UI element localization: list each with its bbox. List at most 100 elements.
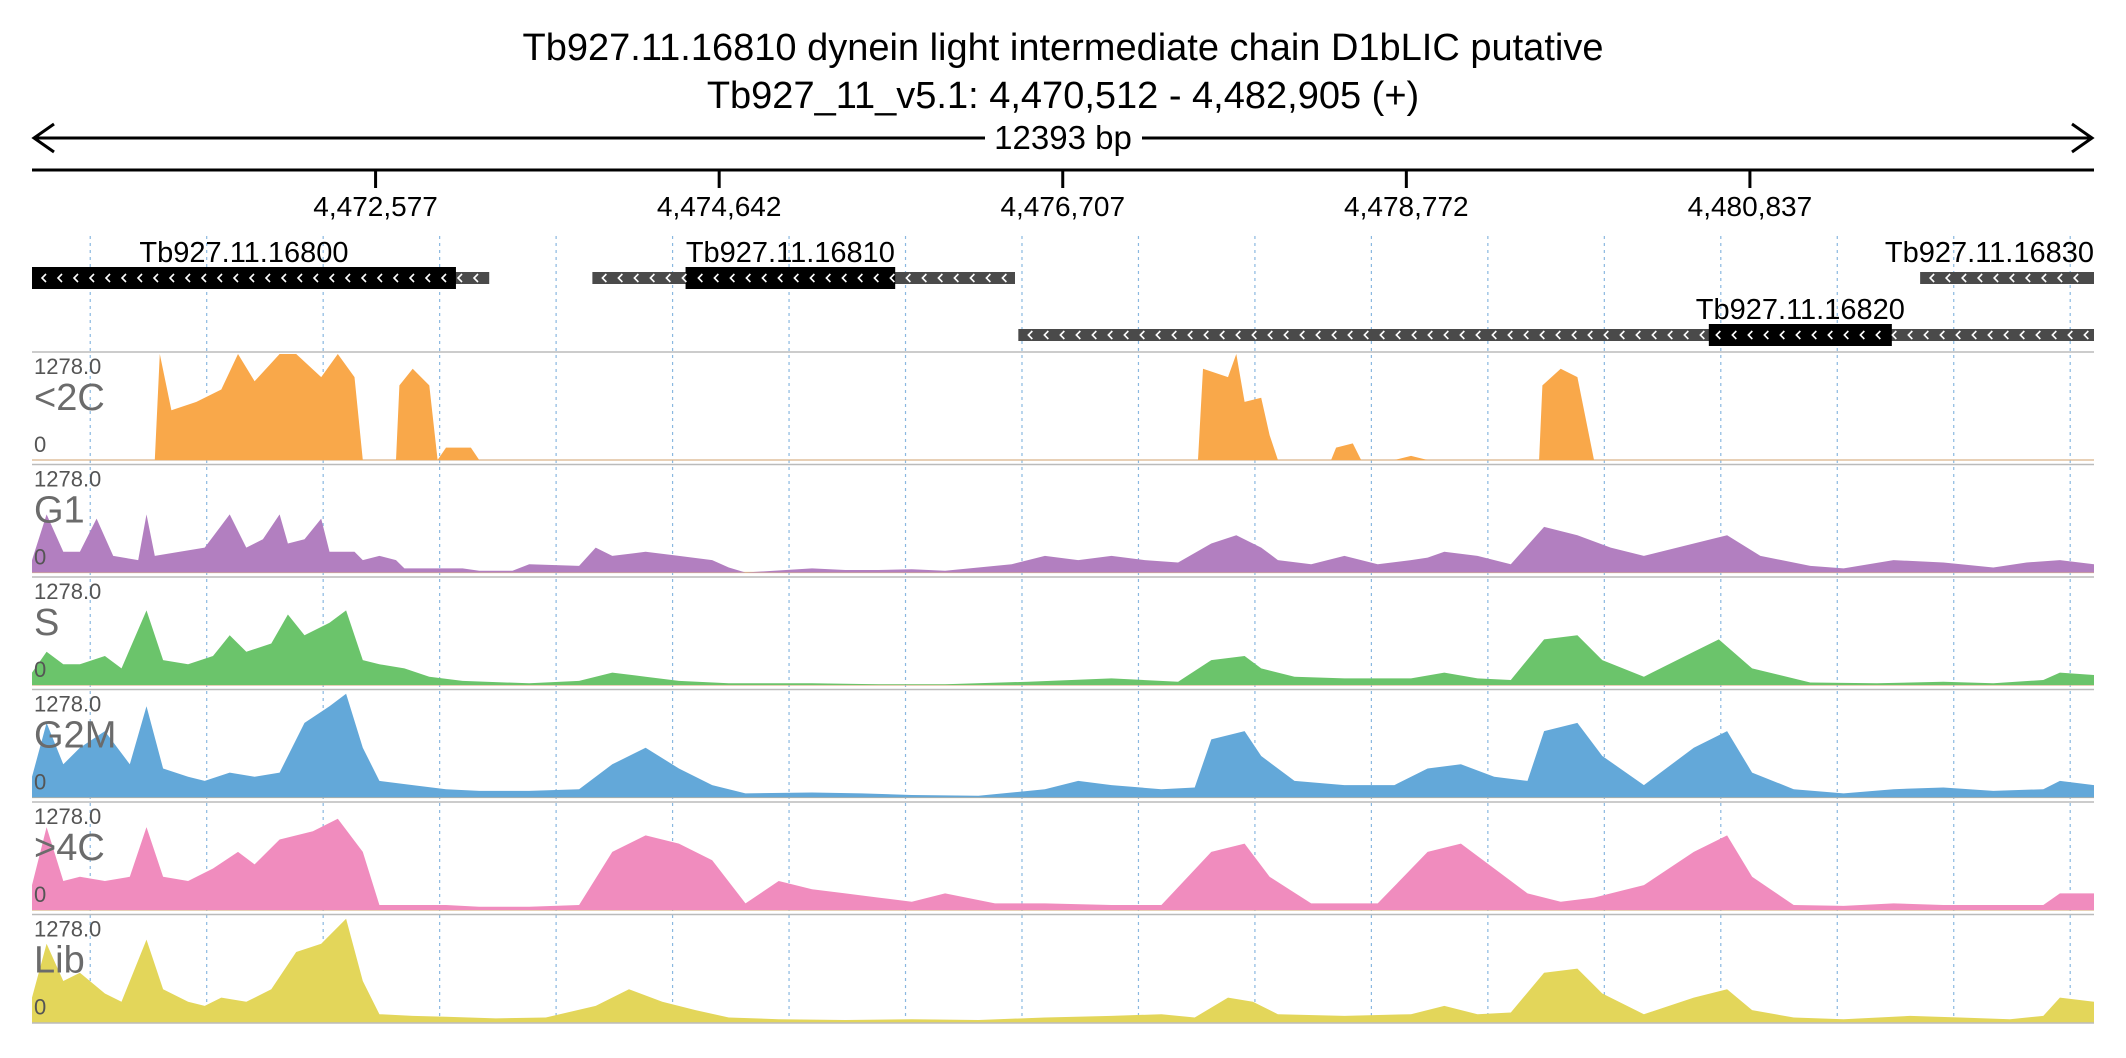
- strand-chevron: [2019, 330, 2025, 340]
- strand-chevron: [280, 273, 287, 283]
- strand-chevron: [617, 273, 623, 283]
- gene-label: Tb927.11.16820: [1696, 294, 1905, 326]
- strand-chevron: [1219, 330, 1225, 340]
- strand-chevron: [937, 273, 943, 283]
- strand-chevron: [793, 273, 799, 283]
- coverage-track: 1278.0<2C 0: [32, 351, 2094, 461]
- strand-chevron: [1987, 330, 1993, 340]
- strand-chevron: [1059, 330, 1065, 340]
- ruler-tick-label: 4,472,577: [313, 191, 438, 222]
- strand-chevron: [1960, 273, 1967, 283]
- strand-chevron: [1667, 330, 1673, 340]
- strand-chevron: [1635, 330, 1641, 340]
- span-arrowhead-right: [2071, 122, 2095, 154]
- track-max-label: 1278.0: [34, 467, 101, 492]
- gene-label: Tb927.11.16810: [686, 237, 895, 269]
- strand-chevron: [1491, 330, 1497, 340]
- gene-feature: Tb927.11.16830: [1885, 237, 2094, 284]
- strand-chevron: [601, 273, 607, 283]
- strand-chevron: [873, 273, 879, 283]
- strand-chevron: [1027, 330, 1033, 340]
- strand-chevron: [1715, 330, 1721, 340]
- strand-chevron: [1795, 330, 1801, 340]
- coverage-tracks: 1278.0<2C01278.0G101278.0S01278.0G2M0127…: [32, 351, 2094, 1024]
- strand-chevron: [1075, 330, 1081, 340]
- strand-chevron: [1731, 330, 1737, 340]
- track-min-label: 0: [34, 432, 46, 457]
- strand-chevron: [1379, 330, 1385, 340]
- track-max-label: 1278.0: [34, 354, 101, 379]
- chart-title: Tb927.11.16810 dynein light intermediate…: [522, 27, 1604, 69]
- strand-chevron: [1475, 330, 1481, 340]
- strand-chevron: [264, 273, 271, 283]
- strand-chevron: [1811, 330, 1817, 340]
- strand-chevron: [72, 273, 79, 283]
- strand-chevron: [1992, 273, 1999, 283]
- coverage-track: 1278.0S 0: [32, 576, 2094, 686]
- track-min-label: 0: [34, 545, 46, 570]
- coordinate-ruler: 4,472,577 4,474,642 4,476,707 4,478,772 4,48…: [32, 168, 2094, 222]
- strand-chevron: [1443, 330, 1449, 340]
- coverage-area: [32, 610, 2094, 685]
- strand-chevron: [777, 273, 783, 283]
- strand-chevron: [729, 273, 735, 283]
- strand-chevron: [745, 273, 751, 283]
- strand-chevron: [1651, 330, 1657, 340]
- strand-chevron: [1107, 330, 1113, 340]
- strand-chevron: [841, 273, 847, 283]
- strand-chevron: [2024, 273, 2031, 283]
- strand-chevron: [1139, 330, 1145, 340]
- strand-chevron: [1187, 330, 1193, 340]
- gene-cds: [685, 267, 896, 289]
- strand-chevron: [697, 273, 703, 283]
- strand-chevron: [168, 273, 175, 283]
- strand-chevron: [1395, 330, 1401, 340]
- strand-chevron: [472, 273, 479, 283]
- strand-chevron: [200, 273, 207, 283]
- strand-chevron: [232, 273, 239, 283]
- coverage-area: [32, 693, 2094, 798]
- strand-chevron: [1267, 330, 1273, 340]
- strand-chevron: [681, 273, 687, 283]
- strand-chevron: [1155, 330, 1161, 340]
- strand-chevron: [88, 273, 95, 283]
- strand-chevron: [921, 273, 927, 283]
- strand-chevron: [1123, 330, 1129, 340]
- ruler-tick-label: 4,474,642: [657, 191, 782, 222]
- strand-chevron: [1939, 330, 1945, 340]
- strand-chevron: [376, 273, 383, 283]
- strand-chevron: [1459, 330, 1465, 340]
- strand-chevron: [344, 273, 351, 283]
- strand-chevron: [456, 273, 463, 283]
- strand-chevron: [1539, 330, 1545, 340]
- strand-chevron: [2040, 273, 2047, 283]
- strand-chevron: [1171, 330, 1177, 340]
- strand-chevron: [1251, 330, 1257, 340]
- ruler-tick-label: 4,476,707: [1000, 191, 1125, 222]
- track-min-label: 0: [34, 882, 46, 907]
- strand-chevron: [1001, 273, 1007, 283]
- gene-utr: [1920, 272, 2094, 284]
- strand-chevron: [1347, 330, 1353, 340]
- strand-chevron: [1507, 330, 1513, 340]
- strand-chevron: [1976, 273, 1983, 283]
- strand-chevron: [1875, 330, 1881, 340]
- strand-chevron: [1315, 330, 1321, 340]
- strand-chevron: [1363, 330, 1369, 340]
- strand-chevron: [2008, 273, 2015, 283]
- strand-chevron: [312, 273, 319, 283]
- strand-chevron: [2067, 330, 2073, 340]
- strand-chevron: [120, 273, 127, 283]
- coverage-area: [32, 818, 2094, 910]
- strand-chevron: [1427, 330, 1433, 340]
- strand-chevron: [56, 273, 63, 283]
- strand-chevron: [328, 273, 335, 283]
- track-min-label: 0: [34, 657, 46, 682]
- strand-chevron: [184, 273, 191, 283]
- strand-chevron: [649, 273, 655, 283]
- gene-feature: Tb927.11.16820: [1018, 294, 2094, 346]
- gene-cds: [1708, 324, 1892, 346]
- strand-chevron: [1587, 330, 1593, 340]
- ruler-tick-label: 4,480,837: [1688, 191, 1813, 222]
